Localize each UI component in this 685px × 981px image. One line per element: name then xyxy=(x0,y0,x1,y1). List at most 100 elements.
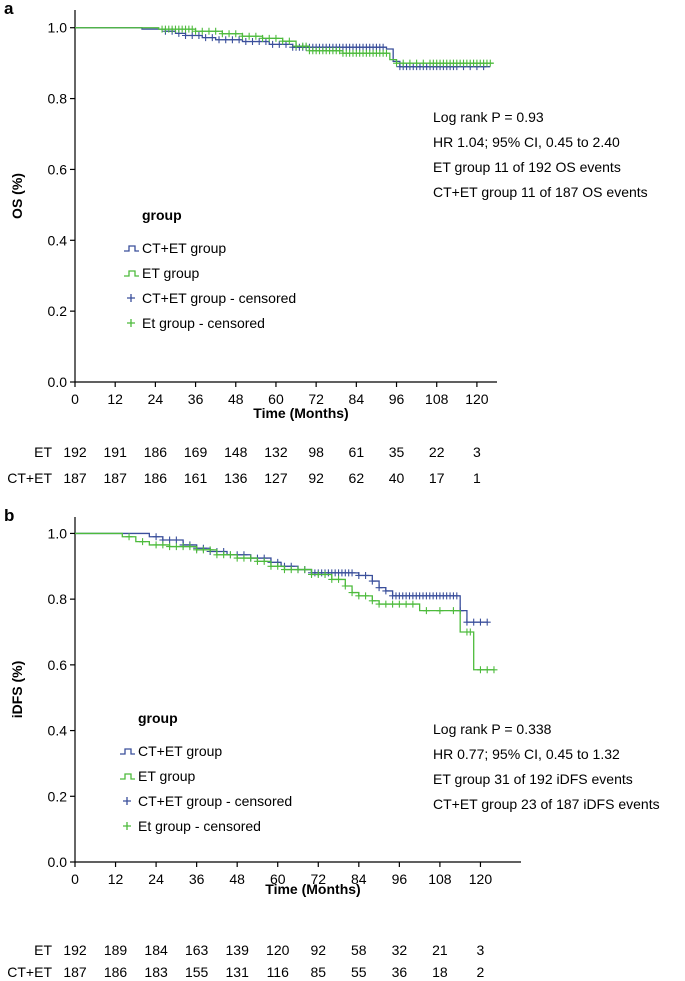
risk-table: ET 192 189 184 163 139 120 92 58 32 21 3 CT+ET 187 186… xyxy=(7,942,484,980)
censor-mark xyxy=(247,554,255,562)
legend-censor-ct-et xyxy=(127,294,135,302)
x-tick-label: 36 xyxy=(188,391,204,407)
censor-mark xyxy=(195,32,203,40)
risk-count: 35 xyxy=(389,444,405,460)
y-tick-label: 0.4 xyxy=(48,723,68,739)
risk-count: 139 xyxy=(226,942,250,958)
stats-annotation: Log rank P = 0.93 HR 1.04; 95% CI, 0.45 t… xyxy=(433,109,648,200)
stats-annotation: Log rank P = 0.338 HR 0.77; 95% CI, 0.45 … xyxy=(433,721,660,812)
censor-mark xyxy=(483,618,491,626)
legend: group CT+ET group ET group CT+ET group - ce… xyxy=(120,710,292,834)
censor-mark xyxy=(267,562,275,570)
censor-mark xyxy=(399,59,407,67)
censor-mark xyxy=(259,34,267,42)
censor-mark xyxy=(186,543,194,551)
censor-mark xyxy=(355,571,363,579)
risk-count: 131 xyxy=(226,964,250,980)
censor-mark xyxy=(233,554,241,562)
series-et xyxy=(75,25,494,67)
legend-line-et xyxy=(124,270,139,277)
y-axis-title: OS (%) xyxy=(9,173,25,219)
censor-mark xyxy=(321,571,329,578)
censor-mark xyxy=(483,666,491,674)
censor-mark xyxy=(269,40,277,48)
risk-count: 184 xyxy=(144,942,168,958)
legend-censor-et xyxy=(123,822,131,830)
x-tick-label: 96 xyxy=(392,871,408,887)
censor-mark xyxy=(402,600,410,608)
legend-censor-ct-et xyxy=(123,797,131,805)
x-tick-label: 120 xyxy=(465,391,489,407)
censor-mark xyxy=(348,589,356,597)
censor-mark xyxy=(348,569,356,577)
panel-a: a 0.0 0.2 0.4 0.6 0.8 1.0 0 12 24 36 48 60 72 84 96 108 1… xyxy=(4,0,648,486)
censor-mark xyxy=(166,543,174,551)
censor-mark xyxy=(389,600,397,608)
y-tick-label: 0.0 xyxy=(48,374,68,390)
censor-mark xyxy=(198,27,206,35)
x-tick-label: 84 xyxy=(349,391,365,407)
risk-count: 1 xyxy=(473,470,481,486)
y-tick-label: 0.4 xyxy=(48,232,68,248)
risk-table: ET 192 191 186 169 148 132 98 61 35 22 3CT+ET 187 187… xyxy=(7,444,481,486)
risk-count: 116 xyxy=(267,964,290,980)
annotation-line: CT+ET group 23 of 187 iDFS events xyxy=(433,796,660,812)
x-tick-label: 72 xyxy=(308,391,324,407)
risk-count: 22 xyxy=(429,444,445,460)
risk-count: 191 xyxy=(104,444,128,460)
censor-mark xyxy=(125,533,133,541)
censor-mark xyxy=(422,607,430,615)
risk-count: 2 xyxy=(477,964,485,980)
legend-censor-et xyxy=(127,319,135,327)
x-tick-label: 108 xyxy=(428,871,452,887)
x-tick-label: 0 xyxy=(71,871,79,887)
censor-mark xyxy=(252,32,260,40)
x-tick-label: 36 xyxy=(189,871,205,887)
censor-mark xyxy=(335,575,343,583)
censor-mark xyxy=(255,38,263,46)
censor-mark xyxy=(382,587,390,595)
censor-mark xyxy=(193,546,201,554)
censor-mark xyxy=(308,571,316,578)
x-tick-label: 12 xyxy=(107,391,123,407)
annotation-line: Log rank P = 0.338 xyxy=(433,721,552,737)
x-tick-label: 120 xyxy=(469,871,493,887)
censor-mark xyxy=(413,59,421,67)
censor-mark xyxy=(449,607,457,615)
risk-count: 187 xyxy=(104,470,128,486)
risk-count: 192 xyxy=(63,942,87,958)
censor-mark xyxy=(253,557,261,565)
censor-mark xyxy=(222,36,230,44)
risk-count: 36 xyxy=(392,964,408,980)
risk-count: 192 xyxy=(63,444,87,460)
legend-title: group xyxy=(138,710,178,726)
censor-mark xyxy=(368,577,376,585)
legend-line-ct-et xyxy=(120,748,135,755)
censor-mark xyxy=(382,600,390,608)
censor-mark xyxy=(476,618,484,626)
censor-mark xyxy=(279,37,287,45)
censor-mark xyxy=(212,27,220,35)
annotation-line: ET group 31 of 192 iDFS events xyxy=(433,771,633,787)
x-tick-label: 48 xyxy=(229,871,245,887)
risk-count: 186 xyxy=(104,964,128,980)
censor-mark xyxy=(419,59,427,67)
survival-curve xyxy=(75,27,491,68)
censor-mark xyxy=(228,36,236,44)
y-tick-label: 0.2 xyxy=(48,788,68,804)
legend-item-label: CT+ET group - censored xyxy=(142,290,296,306)
censor-mark xyxy=(260,557,268,565)
risk-count: 136 xyxy=(224,470,248,486)
x-tick-label: 108 xyxy=(425,391,449,407)
censor-mark xyxy=(265,34,273,42)
risk-count: 17 xyxy=(429,470,445,486)
censor-mark xyxy=(274,562,282,570)
panel-b: b 0.0 0.2 0.4 0.6 0.8 1.0 0 12 24 36 48 60 72 84 96 108 1… xyxy=(4,506,660,980)
risk-count: 3 xyxy=(473,444,481,460)
censor-mark xyxy=(476,666,484,674)
censor-mark xyxy=(292,42,300,50)
risk-count: 58 xyxy=(351,942,367,958)
censor-mark xyxy=(226,551,234,559)
censor-mark xyxy=(382,49,390,57)
y-tick-label: 1.0 xyxy=(48,525,68,541)
